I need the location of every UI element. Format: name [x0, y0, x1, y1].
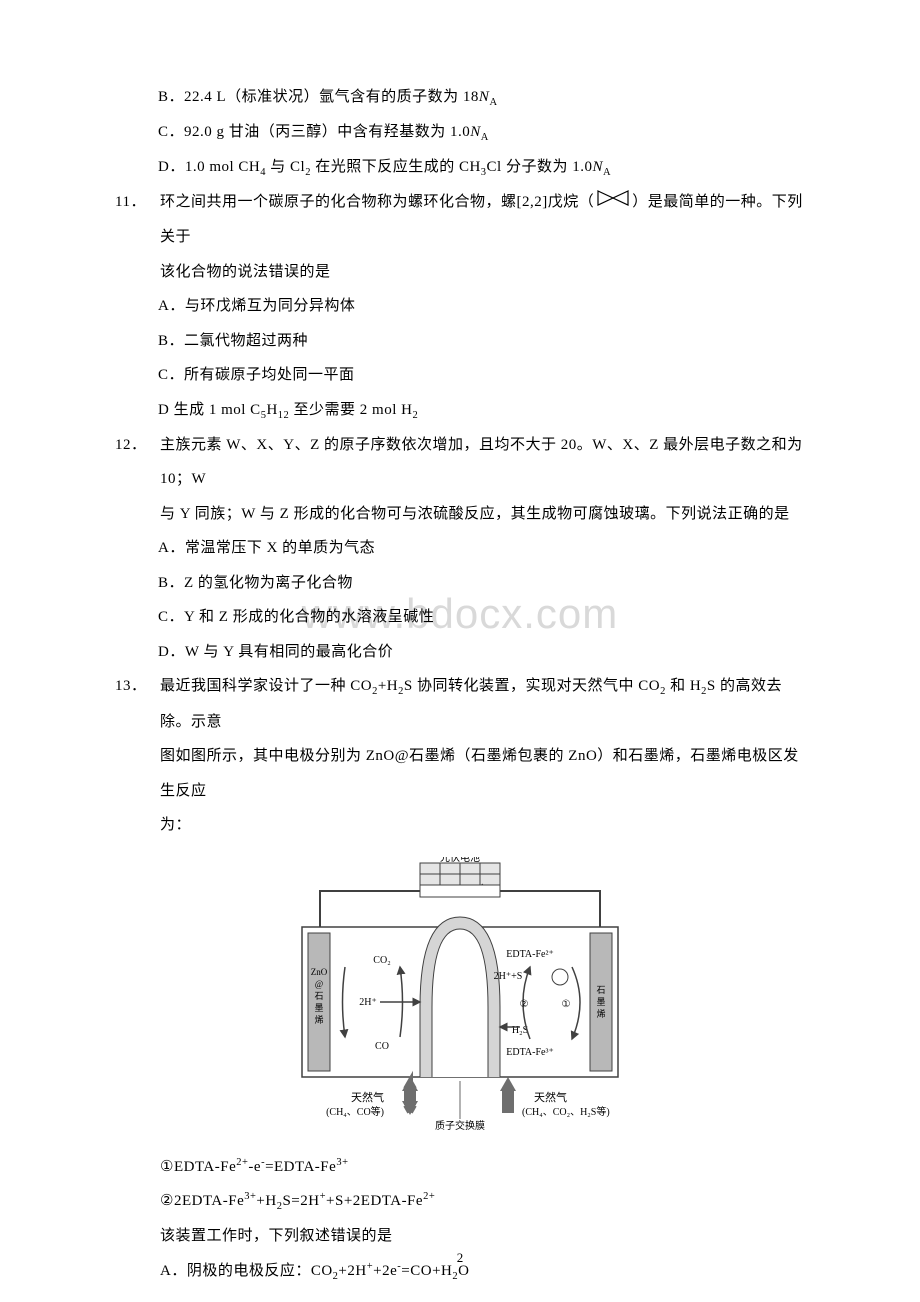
svg-text:EDTA-Fe³⁺: EDTA-Fe³⁺ [506, 1047, 553, 1058]
svg-text:天然气: 天然气 [351, 1090, 384, 1104]
q13-stem: 13． 最近我国科学家设计了一种 CO2+H2S 协同转化装置，实现对天然气中 … [115, 669, 805, 739]
svg-text:2H⁺+S: 2H⁺+S [494, 971, 523, 982]
svg-text:石: 石 [314, 991, 323, 1001]
svg-text:质子交换膜: 质子交换膜 [435, 1119, 485, 1132]
spiro-pentane-icon [596, 186, 630, 221]
q12-stem: 12． 主族元素 W、X、Y、Z 的原子序数依次增加，且均不大于 20。W、X、… [115, 428, 805, 497]
q13-tail: 该装置工作时，下列叙述错误的是 [115, 1219, 805, 1254]
q13-eq2: ②2EDTA-Fe3++H2S=2H++S+2EDTA-Fe2+ [115, 1184, 805, 1219]
q11-d: D 生成 1 mol C5H12 至少需要 2 mol H2 [115, 393, 805, 428]
svg-text:②: ② [520, 999, 529, 1010]
q11-c: C．所有碳原子均处同一平面 [115, 358, 805, 393]
q11-stem: 11． 环之间共用一个碳原子的化合物称为螺环化合物，螺[2,2]戊烷（）是最简单… [115, 185, 805, 254]
opt-10d: D．1.0 mol CH4 与 Cl2 在光照下反应生成的 CH3Cl 分子数为… [115, 150, 805, 185]
fig-top-label: 光伏电池 [440, 857, 480, 864]
svg-text:EDTA-Fe²⁺: EDTA-Fe²⁺ [506, 949, 553, 960]
q13-eq1: ①EDTA-Fe2+-e-=EDTA-Fe3+ [115, 1150, 805, 1185]
svg-text:墨: 墨 [596, 997, 605, 1007]
q11-b: B．二氯代物超过两种 [115, 324, 805, 359]
svg-text:CO: CO [375, 1041, 389, 1052]
q13-figure: 光伏电池 ZnO @ 石 墨 烯 石 墨 烯 CO₂ CO 2H⁺ [115, 857, 805, 1142]
q12-stem-cont: 与 Y 同族；W 与 Z 形成的化合物可与浓硫酸反应，其生成物可腐蚀玻璃。下列说… [115, 497, 805, 532]
svg-text:2H⁺: 2H⁺ [359, 997, 377, 1008]
svg-text:墨: 墨 [314, 1003, 323, 1013]
svg-text:①: ① [562, 999, 571, 1010]
q13-cont1: 图如图所示，其中电极分别为 ZnO@石墨烯（石墨烯包裹的 ZnO）和石墨烯，石墨… [115, 739, 805, 808]
svg-text:(CH₄、CO等): (CH₄、CO等) [326, 1105, 384, 1118]
svg-text:烯: 烯 [314, 1014, 323, 1025]
svg-text:天然气: 天然气 [534, 1090, 567, 1104]
svg-text:(CH₄、CO₂、H₂S等): (CH₄、CO₂、H₂S等) [522, 1105, 610, 1118]
q13-cont2: 为： [115, 808, 805, 843]
opt-10b: B．22.4 L（标准状况）氩气含有的质子数为 18NA [115, 80, 805, 115]
opt-10c: C．92.0 g 甘油（丙三醇）中含有羟基数为 1.0NA [115, 115, 805, 150]
svg-text:ZnO: ZnO [311, 967, 328, 977]
q12-c: C．Y 和 Z 形成的化合物的水溶液呈碱性 [115, 600, 805, 635]
q12-b: B．Z 的氢化物为离子化合物 [115, 566, 805, 601]
svg-text:烯: 烯 [596, 1008, 605, 1019]
q11-a: A．与环戊烯互为同分异构体 [115, 289, 805, 324]
page-content: B．22.4 L（标准状况）氩气含有的质子数为 18NA C．92.0 g 甘油… [115, 80, 805, 1289]
q11-stem-cont: 该化合物的说法错误的是 [115, 255, 805, 290]
svg-text:CO₂: CO₂ [373, 955, 390, 966]
q12-d: D．W 与 Y 具有相同的最高化合价 [115, 635, 805, 670]
svg-text:石: 石 [596, 985, 605, 995]
svg-text:@: @ [315, 979, 323, 989]
q13-a: A．阴极的电极反应：CO2+2H++2e-=CO+H2O [115, 1254, 805, 1289]
q12-a: A．常温常压下 X 的单质为气态 [115, 531, 805, 566]
